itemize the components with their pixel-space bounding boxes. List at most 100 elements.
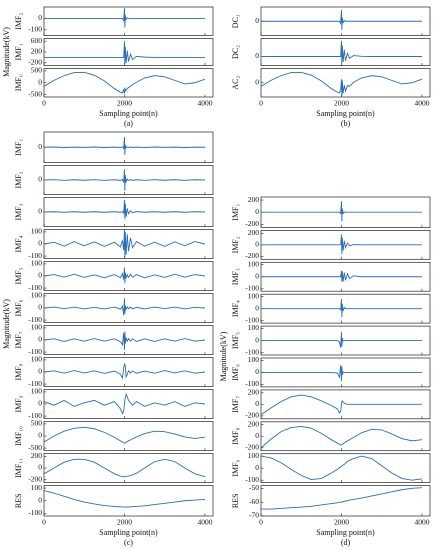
signal-line [260, 71, 423, 96]
signal-line [43, 137, 205, 155]
signal-line [261, 332, 422, 348]
y-tick-label: 0 [255, 51, 259, 60]
x-tick-label: 2000 [334, 518, 349, 527]
y-tick-label: 0 [255, 463, 259, 472]
y-tick-label: -200 [245, 219, 259, 228]
y-tick-label: 600 [31, 36, 43, 45]
y-tick-label: 0 [255, 367, 259, 376]
signal-line [261, 9, 422, 30]
panel-label: DC₂ [231, 45, 240, 59]
y-tick-label: 200 [31, 47, 43, 56]
panel-label: IMF₄ [14, 235, 23, 252]
panel-frame [260, 68, 431, 98]
y-tick-label: -100 [28, 283, 42, 292]
y-tick-label: 0 [38, 463, 42, 472]
panel-frame [260, 453, 431, 483]
y-tick-label: 0 [38, 335, 42, 344]
y-tick-label: -50 [249, 483, 259, 492]
y-tick-label: 0 [255, 335, 259, 344]
y-tick-label: 0 [38, 142, 42, 151]
y-tick-label: -100 [28, 508, 42, 517]
y-tick-label: 500 [31, 419, 43, 428]
panel-label: IMF₈ [231, 428, 240, 445]
y-tick-label: 100 [31, 323, 43, 332]
y-tick-label: 0 [38, 303, 42, 312]
y-tick-label: -200 [245, 251, 259, 260]
panel-label: IMF₁ [14, 43, 23, 60]
signal-line [44, 41, 205, 65]
x-tick-label: 0 [259, 99, 263, 108]
x-tick-label: 2000 [334, 99, 349, 108]
panel-label: IMF₇ [231, 396, 240, 413]
panel-label: IMF₅ [14, 267, 23, 284]
signal-line [261, 298, 422, 318]
y-tick-label: -500 [28, 443, 42, 452]
y-tick-label: -70 [249, 511, 259, 520]
y-tick-label: 200 [31, 451, 43, 460]
caption: (b) [341, 119, 351, 128]
y-tick-label: -200 [28, 58, 42, 67]
x-axis-label: Sampling point(n) [99, 109, 158, 118]
signal-line [43, 331, 206, 350]
x-tick-label: 2000 [117, 518, 132, 527]
signal-line [260, 455, 423, 481]
panel-label: RES [14, 493, 23, 508]
panel-label: IMF₁₁ [14, 458, 23, 478]
y-tick-label: 200 [248, 419, 260, 428]
y-tick-label: -100 [245, 284, 259, 293]
signal-line [43, 426, 206, 444]
panel-label: AC₂ [231, 76, 240, 90]
y-tick-label: 100 [31, 387, 43, 396]
panel-label: IMF₃ [231, 268, 240, 285]
y-tick-label: -100 [28, 411, 42, 420]
y-axis-label: Magnitude(kV) [219, 331, 228, 381]
y-tick-label: -100 [28, 25, 42, 34]
panel-frame [260, 38, 431, 66]
y-tick-label: -100 [28, 315, 42, 324]
y-tick-label: 100 [248, 355, 260, 364]
y-tick-label: 100 [248, 259, 260, 268]
y-tick-label: 0 [38, 431, 42, 440]
signal-line [43, 490, 205, 508]
y-tick-label: -100 [245, 379, 259, 388]
y-tick-label: 100 [248, 451, 260, 460]
caption: (c) [124, 538, 133, 547]
x-tick-label: 0 [259, 518, 263, 527]
signal-line [43, 199, 205, 220]
signal-line [261, 234, 422, 255]
y-tick-label: 0 [38, 399, 42, 408]
y-tick-label: 200 [248, 228, 260, 237]
signal-line [43, 392, 206, 415]
panel-label: IMF₉ [231, 459, 240, 476]
panel-label: IMF₇ [14, 331, 23, 348]
panel-frame [260, 485, 431, 517]
y-tick-label: 100 [31, 355, 43, 364]
panel-label: IMF₅ [231, 332, 240, 349]
y-tick-label: 0 [38, 207, 42, 216]
panel-label: IMF₀ [14, 74, 23, 91]
signal-line [43, 267, 206, 284]
y-tick-label: 100 [31, 259, 43, 268]
y-tick-label: 0 [38, 367, 42, 376]
panel-label: IMF₂ [14, 171, 23, 188]
y-tick-label: -200 [28, 474, 42, 483]
x-tick-label: 2000 [117, 99, 132, 108]
signal-line [43, 229, 206, 258]
panel-label: RES [231, 493, 240, 508]
y-tick-label: -100 [28, 251, 42, 260]
y-tick-label: 500 [31, 66, 43, 75]
signal-line [43, 363, 206, 380]
y-tick-label: 0 [38, 13, 42, 22]
y-tick-label: 100 [31, 291, 43, 300]
panel-label: IMF₉ [14, 395, 23, 412]
panel-label: DC₁ [231, 14, 240, 28]
y-tick-label: -100 [245, 315, 259, 324]
panel-label: IMF₂ [14, 13, 23, 30]
x-axis-label: Sampling point(n) [316, 528, 375, 537]
y-tick-label: 200 [248, 195, 260, 204]
y-tick-label: 0 [255, 240, 259, 249]
y-axis-label: Magnitude(kV) [2, 27, 11, 77]
x-tick-label: 4000 [414, 99, 429, 108]
x-tick-label: 4000 [197, 518, 212, 527]
